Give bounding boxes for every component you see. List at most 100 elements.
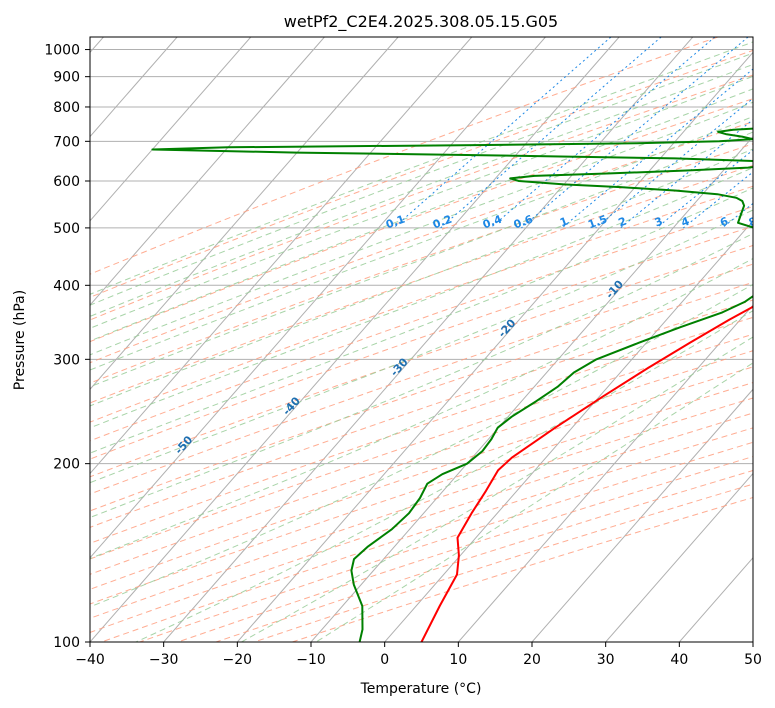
x-axis-title: Temperature (°C)	[360, 681, 482, 697]
moist-adiabat	[90, 41, 753, 295]
dry-adiabat	[101, 427, 753, 642]
moist-adiabat	[90, 233, 753, 519]
dry-adiabat-lines	[90, 37, 753, 642]
isotherm-line	[752, 641, 753, 642]
isotherm-line	[531, 388, 753, 642]
mixing-ratio-label: 4	[679, 215, 691, 230]
temperature-profile-line	[420, 305, 753, 642]
moist-adiabat	[241, 336, 753, 642]
mixing-ratio-label: 10	[766, 213, 775, 231]
dry-adiabat	[90, 412, 753, 633]
x-tick-label: 30	[597, 652, 615, 668]
dry-adiabat	[90, 382, 753, 605]
moist-adiabat	[90, 52, 753, 306]
y-tick-label: 300	[53, 352, 80, 368]
mixing-ratio-label: 0.1	[384, 213, 407, 232]
isotherm-line	[384, 220, 753, 642]
y-tick-label: 500	[53, 221, 80, 237]
warm-isotherm-label: 0	[756, 196, 771, 211]
mixing-ratio-label: 3	[653, 215, 665, 230]
moist-adiabat	[90, 187, 753, 454]
isotherm-line	[236, 51, 753, 642]
moist-adiabat	[90, 63, 753, 317]
isotherm-line	[90, 37, 620, 642]
dry-adiabat	[90, 37, 719, 275]
dry-adiabat	[90, 299, 753, 528]
line-labels: 0.10.20.40.611.52346810131620253036-100-…	[172, 196, 775, 457]
mixing-ratio-label: 8	[747, 215, 759, 230]
moist-adiabat	[90, 75, 753, 329]
moist-adiabat	[90, 88, 753, 342]
mixing-ratio-line	[561, 68, 753, 229]
mixing-ratio-line	[656, 149, 753, 229]
dry-adiabat	[90, 185, 753, 423]
moist-adiabat-lines	[90, 41, 753, 642]
mixing-ratio-lines	[393, 37, 753, 229]
moist-adiabat	[90, 131, 753, 388]
mixing-ratio-label: 0.2	[431, 213, 454, 232]
dry-adiabat	[90, 143, 753, 384]
y-tick-label: 900	[53, 70, 80, 86]
dry-adiabat	[90, 49, 753, 298]
dry-adiabat	[90, 244, 753, 478]
mixing-ratio-label: 1.5	[586, 213, 609, 232]
x-tick-label: 50	[744, 652, 762, 668]
dry-adiabat	[90, 350, 753, 575]
isotherm-line	[90, 37, 325, 306]
x-tick-label: 20	[523, 652, 541, 668]
mixing-ratio-line	[440, 37, 662, 229]
dry-adiabat	[90, 121, 753, 364]
mixing-ratio-label: 0.6	[512, 212, 535, 231]
x-tick-label: 10	[449, 652, 467, 668]
mixing-ratio-line	[595, 97, 753, 229]
dry-adiabat	[90, 206, 753, 442]
y-tick-label: 1000	[44, 43, 80, 59]
isotherm-lines	[90, 37, 753, 642]
dry-adiabat	[90, 263, 753, 495]
moist-adiabat	[135, 310, 753, 642]
isotherm-label: -40	[280, 394, 303, 418]
chart-title: wetPf2_C2E4.2025.308.05.15.G05	[284, 12, 558, 32]
dry-adiabat	[90, 366, 753, 590]
x-tick-label: −40	[75, 652, 105, 668]
isotherm-line	[457, 304, 753, 642]
dry-adiabat	[90, 316, 753, 544]
x-axis-ticks: −40 −30 −20 −10 0 10 20 30 40 50	[75, 642, 762, 668]
dry-adiabat	[90, 164, 753, 404]
mixing-ratio-line	[750, 225, 753, 229]
y-tick-label: 400	[53, 278, 80, 294]
mixing-ratio-line	[490, 37, 716, 229]
y-tick-label: 600	[53, 174, 80, 190]
plot-frame	[89, 36, 754, 643]
isotherm-label: -50	[172, 433, 195, 457]
mixing-ratio-line	[682, 171, 753, 229]
moist-adiabat	[90, 101, 753, 356]
sounding-series	[151, 127, 753, 642]
mixing-ratio-line	[393, 37, 612, 229]
isotherm-label: -20	[496, 316, 519, 340]
isotherm-line	[90, 37, 473, 475]
dry-adiabat	[90, 98, 753, 343]
plot-area: 0.10.20.40.611.52346810131620253036-100-…	[90, 37, 775, 642]
moist-adiabat	[90, 257, 753, 560]
y-tick-label: 800	[53, 100, 80, 116]
isotherm-line	[310, 135, 753, 642]
isotherm-line	[90, 37, 399, 391]
moist-adiabat	[90, 115, 753, 371]
y-tick-label: 100	[53, 635, 80, 651]
moist-adiabat	[90, 167, 753, 429]
x-tick-label: 40	[670, 652, 688, 668]
x-tick-label: −20	[223, 652, 253, 668]
isotherm-line	[90, 37, 546, 559]
isotherm-label: -10	[603, 278, 626, 302]
y-tick-label: 700	[53, 134, 80, 150]
dry-adiabat	[215, 469, 753, 642]
x-tick-label: −10	[296, 652, 326, 668]
mixing-ratio-label: 1	[558, 215, 570, 230]
isotherm-line	[605, 472, 753, 642]
moist-adiabat	[315, 362, 753, 642]
y-axis-ticks: 100 200 300 400 500 600 700 800 900 1000	[44, 43, 90, 651]
isotherm-line	[90, 37, 252, 222]
y-tick-label: 200	[53, 457, 80, 473]
